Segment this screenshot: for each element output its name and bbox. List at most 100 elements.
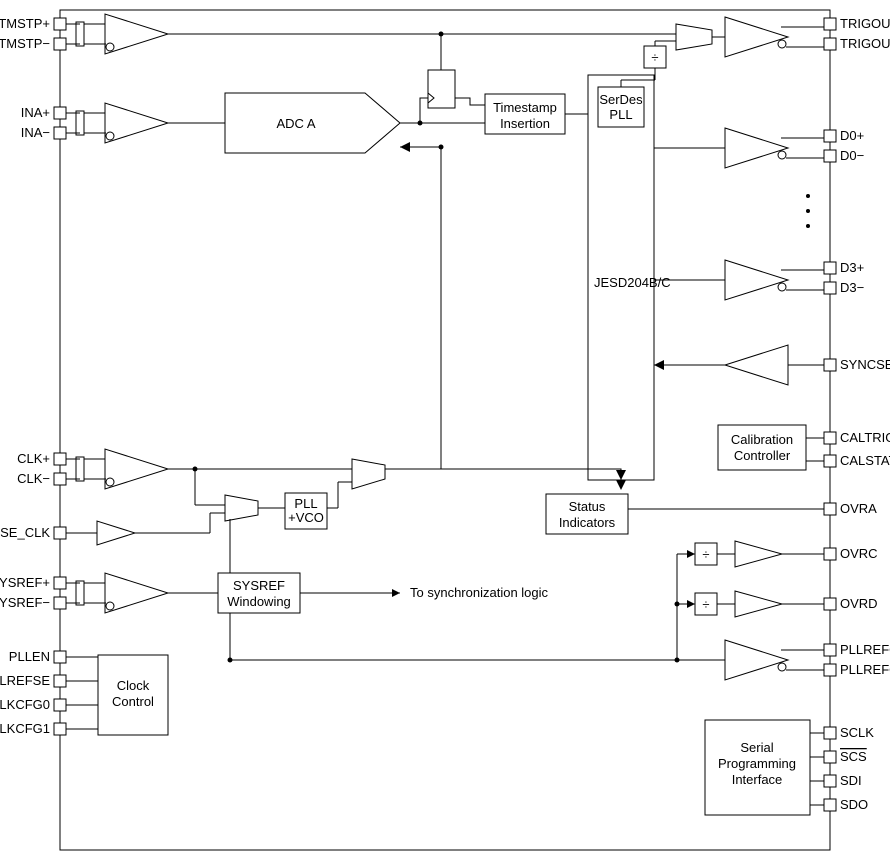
pin-ina-p [54,107,66,119]
block-flipflop [428,70,455,108]
label-clk-n: CLK− [17,471,50,486]
pin-sdi [824,775,836,787]
ellipsis-dot [806,209,810,213]
pin-sysref-p [54,577,66,589]
label-syncse: SYNCSE\ [840,357,890,372]
label-ovrc: OVRC [840,546,878,561]
label-cal-2: Controller [734,448,791,463]
pin-clkcfg0 [54,699,66,711]
buffer-clk [105,449,168,489]
label-spi-2: Programming [718,756,796,771]
pin-d0-p [824,130,836,142]
driver-trigout [725,17,788,57]
label-trigout-p: TRIGOUT+ [840,16,890,31]
pin-pllrefo-p [824,644,836,656]
pin-tmstp-n [54,38,66,50]
pin-sclk [824,727,836,739]
term-clk [76,457,84,481]
driver-d3 [725,260,788,300]
label-pllvco-2: +VCO [288,510,324,525]
label-adc-a: ADC A [276,116,315,131]
term-sysref [76,581,84,605]
driver-ovrd [735,591,782,617]
buffer-sysref [105,573,168,613]
label-sysref-n: SYSREF− [0,595,50,610]
label-sysref-p: SYSREF+ [0,575,50,590]
label-div-ovrc: ÷ [702,547,709,562]
label-clk-p: CLK+ [17,451,50,466]
pin-ovrc [824,548,836,560]
label-pllen: PLLEN [9,649,50,664]
label-tmstp-p: TMSTP+ [0,16,50,31]
label-status-1: Status [569,499,606,514]
label-d0-p: D0+ [840,128,864,143]
label-sdi: SDI [840,773,862,788]
pin-pllrefo-n [824,664,836,676]
pin-clk-n [54,473,66,485]
ellipsis-dot [806,194,810,198]
pin-trigout-n [824,38,836,50]
pin-d3-n [824,282,836,294]
label-clkcfg1: CLKCFG1 [0,721,50,736]
buffer-syncse [725,345,788,385]
label-ina-n: INA− [21,125,50,140]
pin-clk-p [54,453,66,465]
label-calstat: CALSTAT [840,453,890,468]
label-ina-p: INA+ [21,105,50,120]
label-jesd: JESD204B/C [594,275,671,290]
label-pllvco-1: PLL [294,496,317,511]
label-sync-text: To synchronization logic [410,585,549,600]
label-status-2: Indicators [559,515,616,530]
label-timestamp-2: Insertion [500,116,550,131]
label-serdes-2: PLL [609,107,632,122]
label-sysrefwin-2: Windowing [227,594,291,609]
pin-seclk [54,527,66,539]
pin-sdo [824,799,836,811]
term-ina [76,111,84,135]
mux-trigout [676,24,712,50]
label-d3-p: D3+ [840,260,864,275]
pin-trigout-p [824,18,836,30]
pin-d0-n [824,150,836,162]
label-cal-1: Calibration [731,432,793,447]
label-sdo: SDO [840,797,868,812]
buffer-tmstp [105,14,168,54]
label-pllrefse: PLLREFSE [0,673,50,688]
adc-block-diagram: TMSTP+ TMSTP− INA+ INA− CLK+ CLK− SE_CLK… [0,0,890,860]
mux-clk [225,495,258,521]
label-clkctrl-2: Control [112,694,154,709]
label-serdes-1: SerDes [599,92,643,107]
driver-d0 [725,128,788,168]
label-sclk: SCLK [840,725,874,740]
label-pllrefo-p: PLLREFO+ [840,642,890,657]
label-clkcfg0: CLKCFG0 [0,697,50,712]
pin-ina-n [54,127,66,139]
label-ovra: OVRA [840,501,877,516]
label-d0-n: D0− [840,148,864,163]
ellipsis-dot [806,224,810,228]
pin-pllrefse [54,675,66,687]
term-tmstp [76,22,84,46]
pin-tmstp-p [54,18,66,30]
label-divider-trigout: ÷ [651,50,658,65]
driver-ovrc [735,541,782,567]
pin-sysref-n [54,597,66,609]
pin-syncse [824,359,836,371]
pin-scs [824,751,836,763]
label-div-ovrd: ÷ [702,597,709,612]
label-timestamp-1: Timestamp [493,100,557,115]
label-pllrefo-n: PLLREFO− [840,662,890,677]
buffer-seclk [97,521,135,545]
label-seclk: SE_CLK [0,525,50,540]
pin-ovrd [824,598,836,610]
label-ovrd: OVRD [840,596,878,611]
label-caltrig: CALTRIG [840,430,890,445]
label-tmstp-n: TMSTP− [0,36,50,51]
pin-ovra [824,503,836,515]
pin-calstat [824,455,836,467]
pin-d3-p [824,262,836,274]
pin-clkcfg1 [54,723,66,735]
label-sysrefwin-1: SYSREF [233,578,285,593]
label-clkctrl-1: Clock [117,678,150,693]
label-spi-3: Interface [732,772,783,787]
